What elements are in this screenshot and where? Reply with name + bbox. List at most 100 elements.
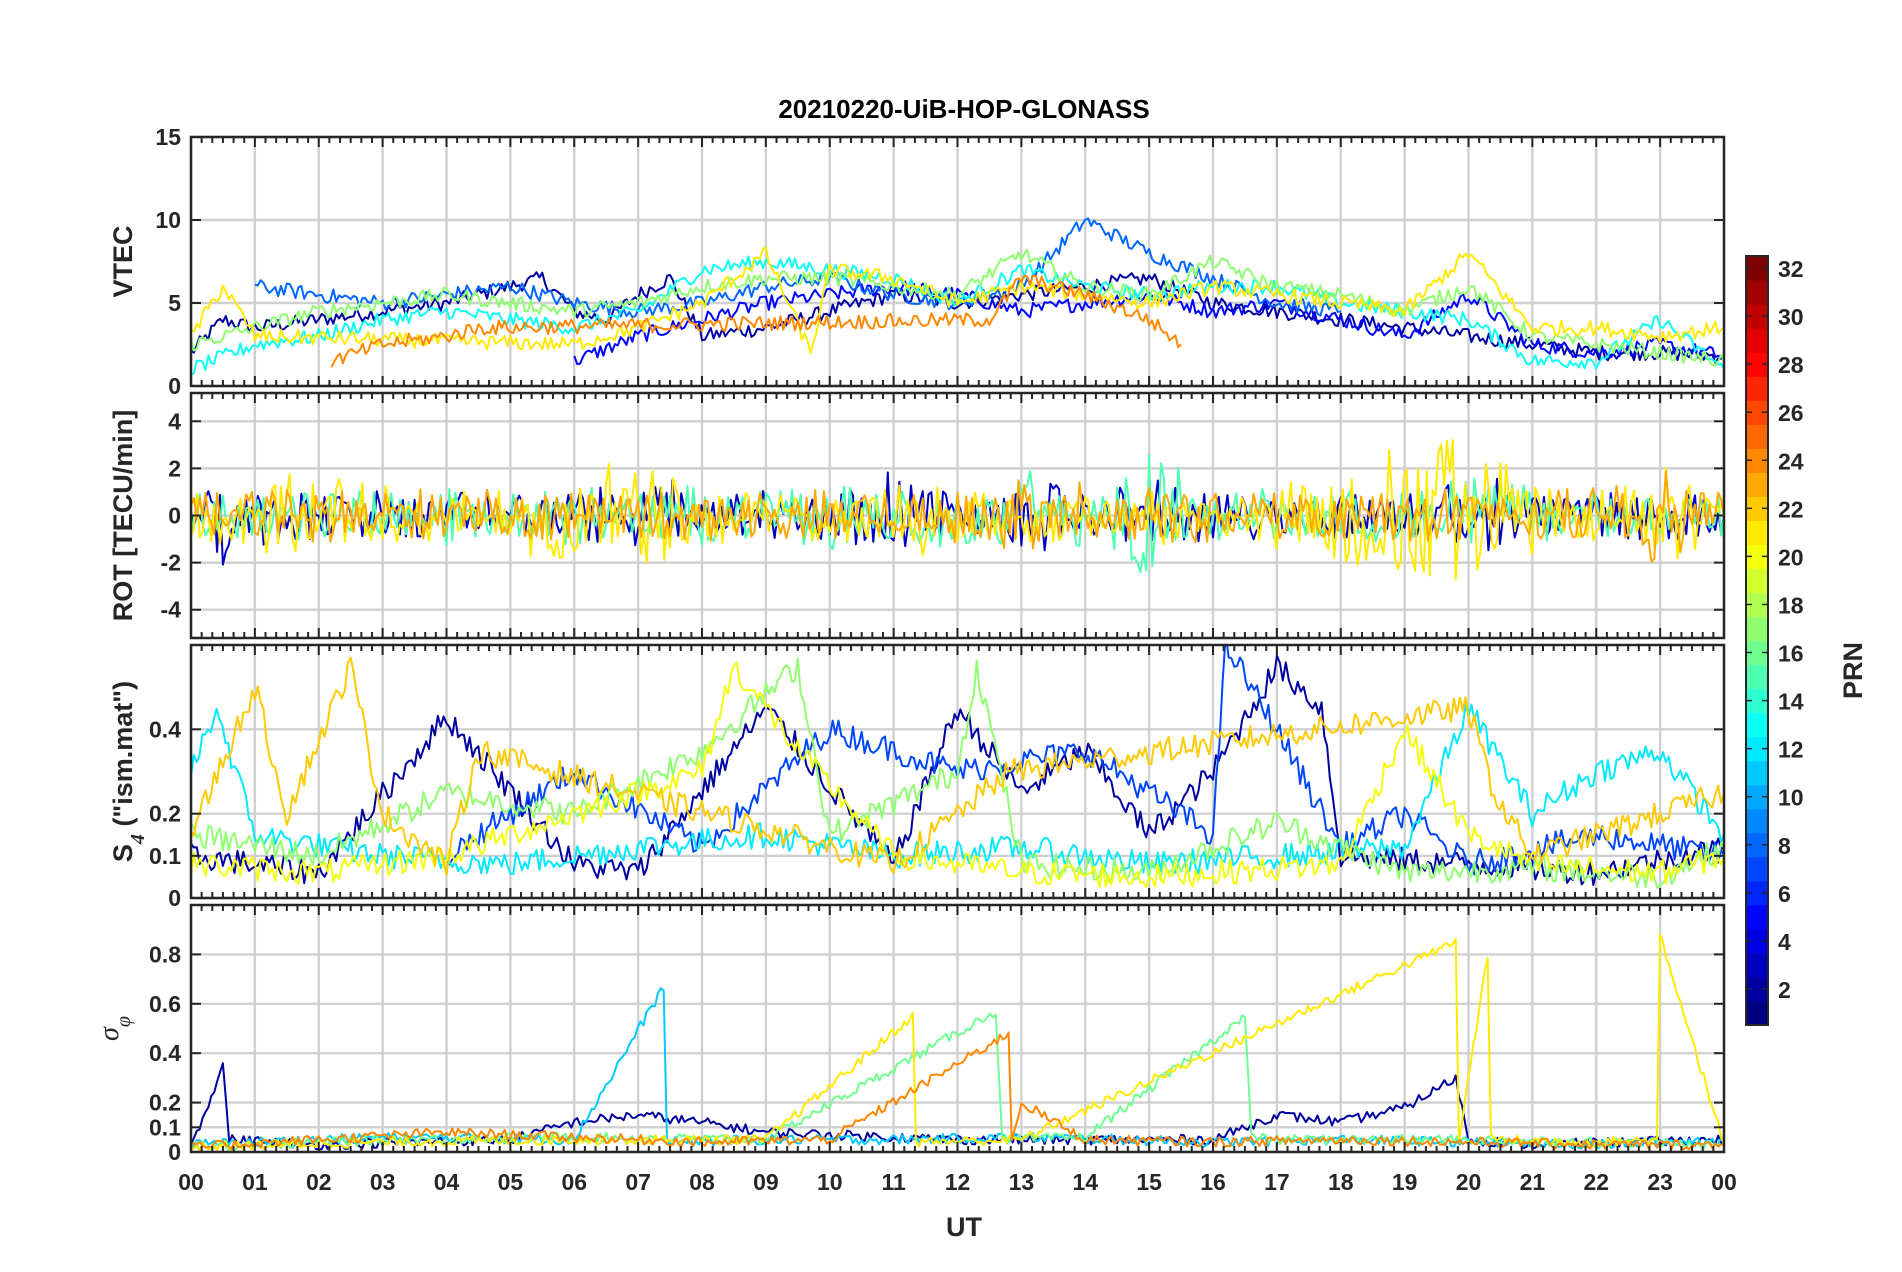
x-tick-label: 10 <box>817 1169 843 1195</box>
series-line-prn-21 <box>191 933 1724 1152</box>
x-tick-label: 23 <box>1647 1169 1673 1195</box>
colorbar-segment <box>1746 784 1768 810</box>
y-tick-label: 5 <box>168 290 181 316</box>
y-tick-label: 0 <box>168 1139 181 1165</box>
colorbar-segment <box>1746 688 1768 714</box>
y-axis-label-panel-1: VTEC <box>108 225 138 297</box>
colorbar-segment <box>1746 496 1768 521</box>
colorbar-segment <box>1746 808 1768 834</box>
colorbar-segment <box>1746 712 1768 738</box>
y-tick-label: -2 <box>161 550 181 576</box>
panel-2-series <box>191 439 1724 581</box>
y-tick-label: 0.1 <box>149 1114 181 1140</box>
colorbar-segment <box>1746 880 1768 906</box>
x-tick-label: 12 <box>945 1169 971 1195</box>
x-tick-label: 15 <box>1136 1169 1162 1195</box>
colorbar-segment <box>1746 280 1768 305</box>
x-tick-label: 00 <box>1711 1169 1737 1195</box>
series-line-prn-2 <box>191 271 1724 364</box>
x-tick-label: 16 <box>1200 1169 1226 1195</box>
x-tick-label: 09 <box>753 1169 779 1195</box>
y-axis-label-subscript: 4 <box>127 834 149 845</box>
x-tick-label: 11 <box>881 1169 906 1195</box>
series-line-prn-21 <box>191 246 1724 354</box>
colorbar-segment <box>1746 640 1768 666</box>
y-tick-label: 15 <box>155 124 181 150</box>
x-axis-ticks: 00 01 02 03 04 05 06 07 08 09 10 11 12 13 14 15 16 17 18 19… <box>178 1169 1737 1195</box>
colorbar-label: PRN <box>1838 642 1868 699</box>
colorbar-tick-label: 8 <box>1778 833 1791 859</box>
x-tick-label: 18 <box>1328 1169 1354 1195</box>
y-tick-label: 10 <box>155 207 181 233</box>
colorbar-tick-label: 4 <box>1778 929 1791 955</box>
colorbar-segment <box>1746 904 1768 930</box>
y-tick-label: 0.2 <box>149 1090 181 1116</box>
panel-2-frame <box>189 391 1726 640</box>
colorbar-tick-label: 22 <box>1778 496 1804 522</box>
colorbar-segment <box>1746 400 1768 425</box>
x-tick-label: 01 <box>242 1169 268 1195</box>
colorbar-segment <box>1746 352 1768 377</box>
colorbar-tick-label: 12 <box>1778 737 1804 763</box>
colorbar-segment <box>1746 328 1768 353</box>
y-tick-label: 0.4 <box>149 716 181 742</box>
panel-4-frame <box>189 903 1726 1154</box>
colorbar-segment <box>1746 760 1768 786</box>
x-tick-label: 00 <box>178 1169 204 1195</box>
x-tick-label: 03 <box>370 1169 396 1195</box>
x-tick-label: 14 <box>1072 1169 1098 1195</box>
series-line-prn-22 <box>191 656 1724 876</box>
x-tick-label: 02 <box>306 1169 332 1195</box>
y-axis-label-main: S <box>108 844 138 862</box>
y-axis-label-panel-2: ROT [TECU/min] <box>108 410 138 621</box>
x-tick-label: 20 <box>1456 1169 1482 1195</box>
y-tick-label: 0.4 <box>149 1040 181 1066</box>
colorbar-segment <box>1746 856 1768 882</box>
y-axis-label-panel-4: σφ <box>94 1016 135 1041</box>
colorbar-segment <box>1746 616 1768 642</box>
panel-3-series <box>191 645 1724 889</box>
x-tick-label: 08 <box>689 1169 715 1195</box>
colorbar-segment <box>1746 472 1768 497</box>
x-tick-label: 04 <box>434 1169 460 1195</box>
panel-2: -4 -2 0 2 4 ROT [TECU/min] <box>108 391 1726 640</box>
x-tick-label: 07 <box>625 1169 651 1195</box>
colorbar-frame <box>1745 255 1769 1026</box>
x-tick-label: 13 <box>1009 1169 1035 1195</box>
x-tick-label: 06 <box>561 1169 587 1195</box>
x-tick-label: 05 <box>498 1169 524 1195</box>
y-tick-label: 0 <box>168 373 181 399</box>
y-tick-label: 0.1 <box>149 843 181 869</box>
series-line-prn-23 <box>191 470 1724 563</box>
panel-3-frame <box>189 643 1726 900</box>
colorbar-tick-label: 16 <box>1778 641 1804 667</box>
y-tick-label: 0.6 <box>149 991 181 1017</box>
colorbar-segment <box>1746 424 1768 449</box>
x-tick-label: 21 <box>1520 1169 1546 1195</box>
colorbar-tick-label: 30 <box>1778 304 1804 330</box>
colorbar-segment <box>1746 568 1768 594</box>
x-tick-label: 17 <box>1264 1169 1290 1195</box>
series-line-prn-17 <box>191 657 1724 889</box>
panel-4-series <box>191 933 1724 1152</box>
series-line-prn-2 <box>191 654 1724 886</box>
colorbar-segment <box>1746 304 1768 329</box>
colorbar-tick-label: 24 <box>1778 448 1804 474</box>
colorbar-segment <box>1746 928 1768 954</box>
panel-1-series <box>191 217 1724 375</box>
colorbar-segment <box>1746 952 1768 978</box>
colorbar-tick-label: 32 <box>1778 256 1804 282</box>
colorbar-tick-label: 28 <box>1778 352 1804 378</box>
panel-3: 00.10.20.4S4 ("ism.mat") <box>108 643 1726 911</box>
y-tick-label: 0 <box>168 885 181 911</box>
colorbar-tick-label: 20 <box>1778 544 1804 570</box>
y-tick-label: 0 <box>168 503 181 529</box>
colorbar-segment <box>1746 376 1768 401</box>
y-axis-label-main: σ <box>94 1026 125 1041</box>
panel-1: 0 5 10 15 VTEC <box>108 124 1726 399</box>
colorbar-segment <box>1746 544 1768 570</box>
series-line-prn-20 <box>191 661 1724 889</box>
